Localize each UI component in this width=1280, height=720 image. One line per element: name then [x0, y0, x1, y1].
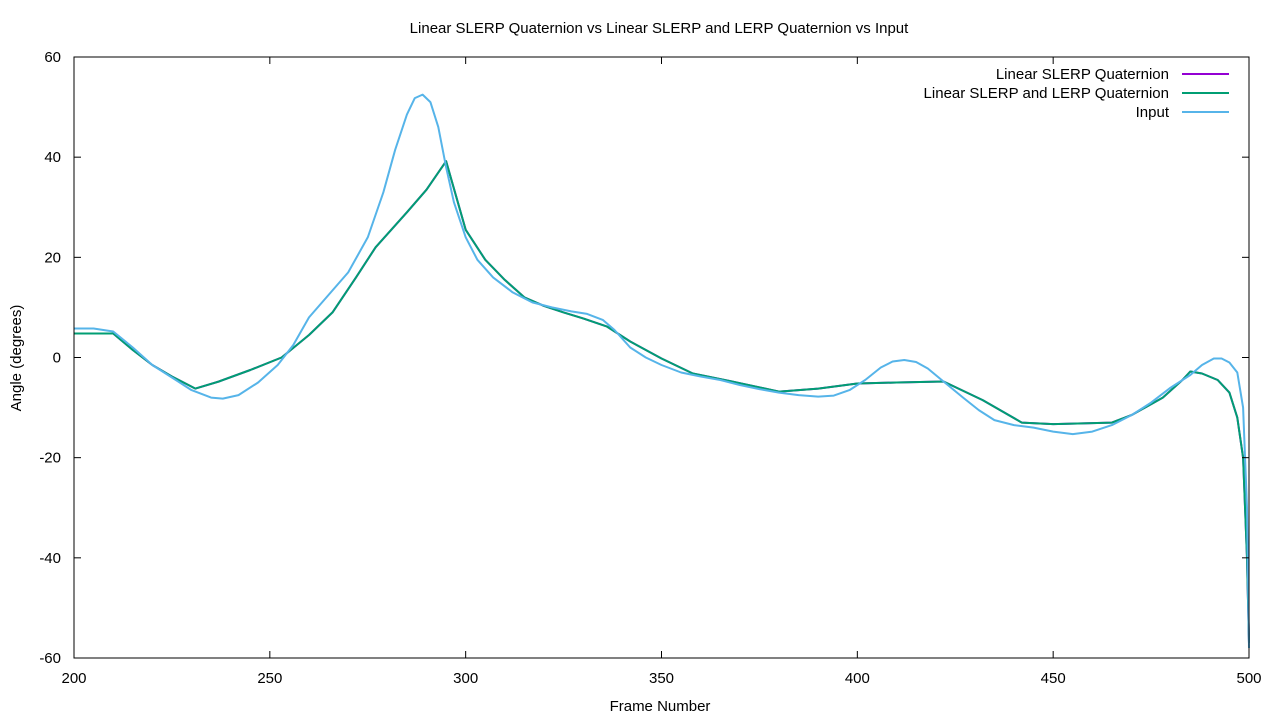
y-tick-label: -40: [39, 550, 61, 567]
series-lines: [74, 93, 1250, 649]
y-tick-label: -60: [39, 650, 61, 667]
legend-label: Linear SLERP Quaternion: [996, 66, 1169, 83]
x-tick-label: 250: [257, 670, 282, 687]
axis-ticks: 200 250 300 350 400 450 500 -60 -40 -20 0 20 40 60: [39, 49, 1261, 687]
legend-label: Input: [1136, 104, 1170, 121]
y-tick-label: 20: [44, 249, 61, 266]
y-tick-label: 60: [44, 49, 61, 66]
x-tick-label: 200: [61, 670, 86, 687]
y-axis-label: Angle (degrees): [8, 305, 25, 412]
x-tick-label: 300: [453, 670, 478, 687]
x-tick-label: 450: [1041, 670, 1066, 687]
x-tick-label: 350: [649, 670, 674, 687]
x-tick-label: 500: [1236, 670, 1261, 687]
chart-title: Linear SLERP Quaternion vs Linear SLERP …: [410, 20, 909, 37]
series-line-2: [74, 93, 1250, 649]
legend: Linear SLERP Quaternion Linear SLERP and …: [924, 66, 1229, 121]
y-tick-label: 0: [53, 350, 61, 367]
y-tick-label: -20: [39, 450, 61, 467]
y-tick-label: 40: [44, 149, 61, 166]
x-tick-label: 400: [845, 670, 870, 687]
x-axis-label: Frame Number: [610, 698, 711, 715]
legend-label: Linear SLERP and LERP Quaternion: [924, 85, 1169, 102]
